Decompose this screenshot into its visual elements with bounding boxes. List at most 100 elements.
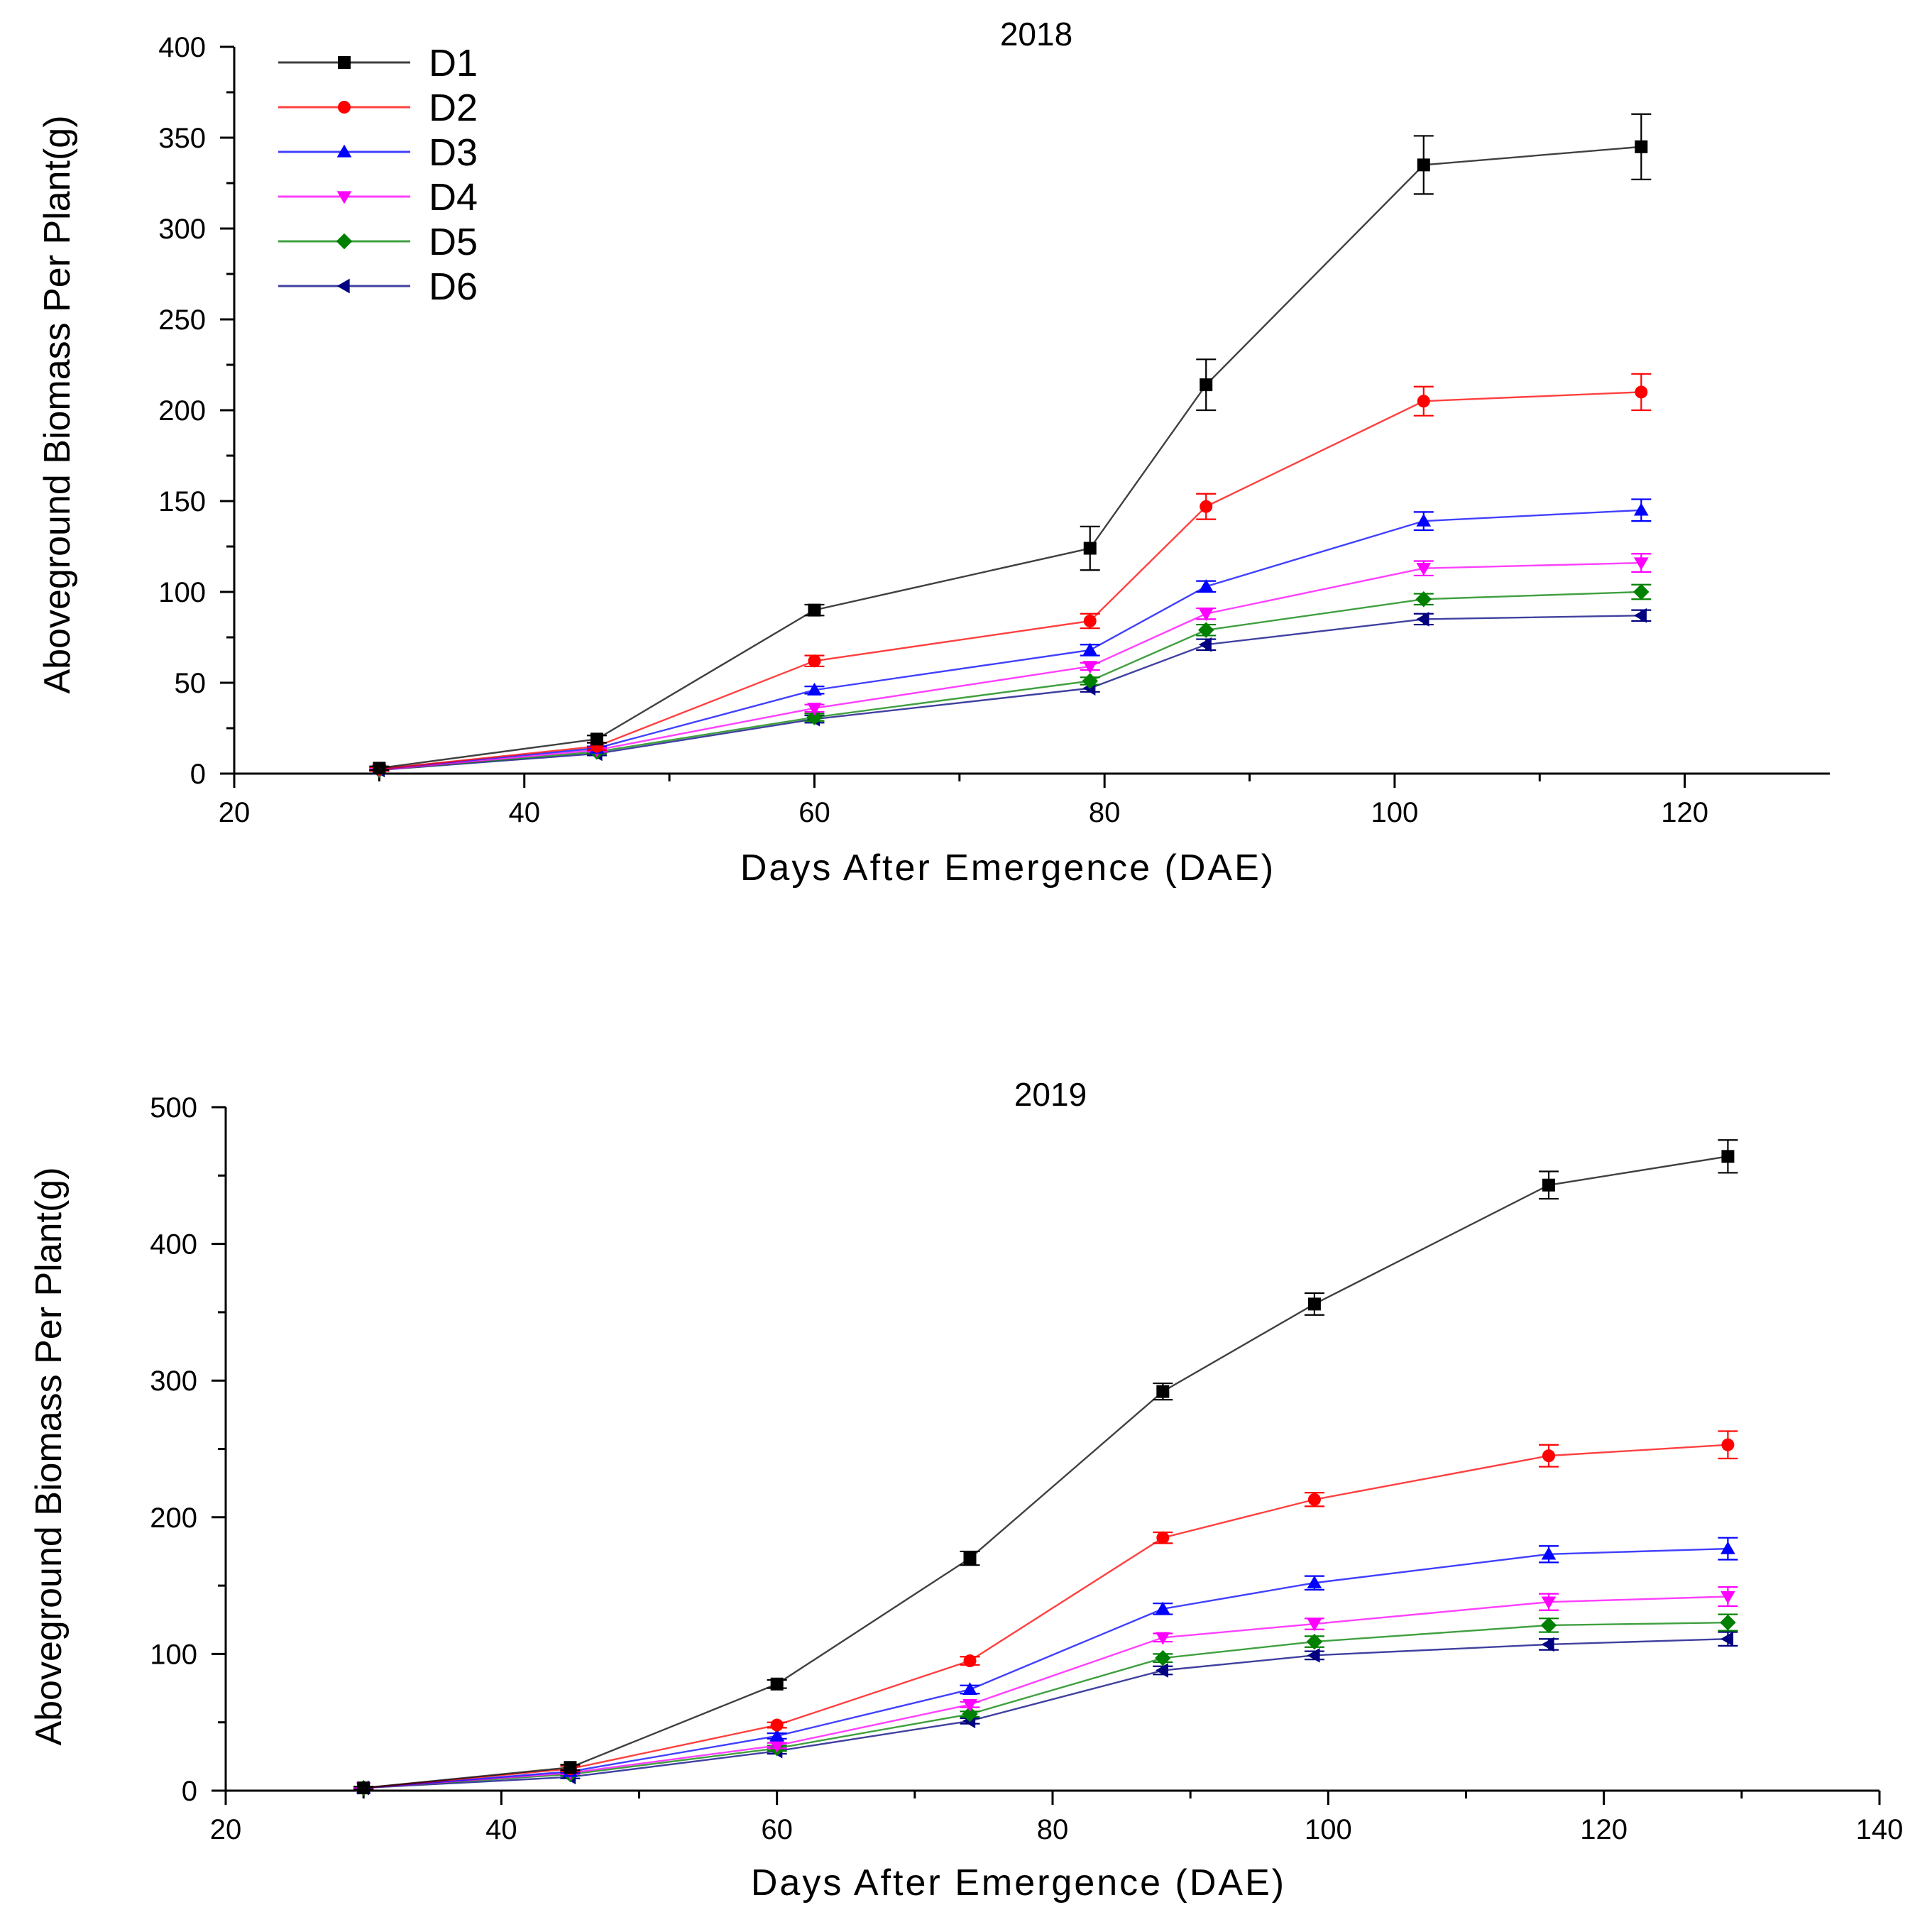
legend-label: D3 xyxy=(429,131,478,174)
data-point xyxy=(963,1551,977,1565)
x-tick-label: 140 xyxy=(1856,1814,1904,1845)
y-tick-label: 300 xyxy=(150,1366,197,1397)
legend-marker xyxy=(338,56,351,69)
data-point xyxy=(962,1699,977,1713)
data-point xyxy=(807,682,822,696)
data-point xyxy=(1416,563,1432,576)
legend-marker xyxy=(338,101,351,114)
series-line xyxy=(363,1155,1728,1789)
series-d1 xyxy=(369,113,1652,775)
data-point xyxy=(1307,1575,1322,1588)
data-point xyxy=(807,703,822,716)
data-point xyxy=(1307,1297,1321,1311)
data-point xyxy=(1633,608,1647,623)
y-tick-label: 150 xyxy=(158,486,206,517)
data-point xyxy=(1200,378,1213,392)
series-line xyxy=(379,615,1642,771)
data-point xyxy=(1155,1601,1170,1615)
data-point xyxy=(1155,1663,1168,1678)
chart-title: 2019 xyxy=(1014,1076,1087,1113)
x-tick-label: 20 xyxy=(210,1814,242,1845)
data-point xyxy=(1155,1649,1171,1666)
series-d3 xyxy=(353,1537,1738,1794)
data-point xyxy=(808,654,821,668)
data-point xyxy=(1307,1647,1320,1663)
series-line xyxy=(363,1638,1728,1789)
data-point xyxy=(1198,637,1212,652)
y-tick-label: 200 xyxy=(158,395,206,427)
series-line xyxy=(379,561,1642,771)
y-tick-label: 500 xyxy=(150,1092,197,1124)
data-point xyxy=(1306,1633,1323,1650)
x-axis-label: Days After Emergence (DAE) xyxy=(751,1862,1286,1904)
data-point xyxy=(808,603,821,617)
data-point xyxy=(1417,395,1430,408)
legend-label: D5 xyxy=(429,221,478,263)
data-point xyxy=(1083,542,1097,555)
series-d5 xyxy=(369,583,1652,779)
y-axis-label: Aboveground Biomass Per Plant(g) xyxy=(37,115,78,693)
legend-item-d1: D1 xyxy=(278,42,478,84)
series-d3 xyxy=(369,498,1652,775)
data-point xyxy=(1200,500,1213,513)
legend-item-d2: D2 xyxy=(278,87,478,129)
data-point xyxy=(1155,1632,1170,1645)
legend-marker xyxy=(336,191,352,204)
series-line xyxy=(363,1444,1728,1789)
y-tick-label: 100 xyxy=(150,1639,197,1670)
data-point xyxy=(769,1740,785,1753)
series-d2 xyxy=(353,1430,1738,1795)
series-d2 xyxy=(369,373,1652,776)
y-tick-label: 50 xyxy=(175,668,207,699)
data-point xyxy=(1633,502,1649,516)
data-point xyxy=(1082,673,1098,689)
data-point xyxy=(1720,1591,1735,1604)
data-point xyxy=(564,1761,577,1774)
x-tick-label: 20 xyxy=(219,797,251,828)
data-point xyxy=(1541,1596,1557,1610)
data-point xyxy=(1307,1618,1322,1632)
data-point xyxy=(769,1728,785,1742)
data-point xyxy=(590,732,603,746)
data-point xyxy=(1197,622,1214,639)
data-point xyxy=(1721,1438,1735,1451)
series-line xyxy=(363,1547,1728,1789)
series-line xyxy=(379,391,1642,770)
x-tick-label: 100 xyxy=(1371,797,1419,828)
x-tick-label: 40 xyxy=(485,1814,517,1845)
data-point xyxy=(1082,642,1098,656)
y-tick-label: 0 xyxy=(182,1776,197,1807)
y-tick-label: 100 xyxy=(158,577,206,608)
series-line xyxy=(379,509,1642,770)
legend-item-d3: D3 xyxy=(278,131,478,174)
series-d6 xyxy=(353,1631,1738,1796)
x-tick-label: 100 xyxy=(1305,1814,1352,1845)
data-point xyxy=(1416,513,1432,527)
data-point xyxy=(1415,591,1432,608)
series-line xyxy=(363,1621,1728,1789)
chart-title: 2018 xyxy=(1000,16,1072,53)
y-tick-label: 400 xyxy=(158,32,206,63)
data-point xyxy=(1635,385,1648,399)
data-point xyxy=(1307,1493,1321,1506)
legend-marker xyxy=(336,233,353,250)
y-tick-label: 400 xyxy=(150,1229,197,1260)
x-tick-label: 60 xyxy=(798,797,830,828)
data-point xyxy=(1635,140,1648,153)
data-point xyxy=(1417,158,1430,172)
y-tick-label: 350 xyxy=(158,123,206,154)
y-tick-label: 250 xyxy=(158,304,206,336)
data-point xyxy=(1156,1531,1170,1544)
data-point xyxy=(357,1781,371,1795)
data-point xyxy=(373,762,386,775)
x-tick-label: 60 xyxy=(761,1814,793,1845)
x-tick-label: 40 xyxy=(508,797,540,828)
data-point xyxy=(1082,661,1098,674)
data-point xyxy=(1542,1449,1555,1463)
y-tick-label: 300 xyxy=(158,214,206,245)
data-point xyxy=(1542,1178,1555,1192)
legend-marker xyxy=(336,144,352,158)
legend-item-d4: D4 xyxy=(278,176,478,219)
data-point xyxy=(1720,1631,1734,1647)
